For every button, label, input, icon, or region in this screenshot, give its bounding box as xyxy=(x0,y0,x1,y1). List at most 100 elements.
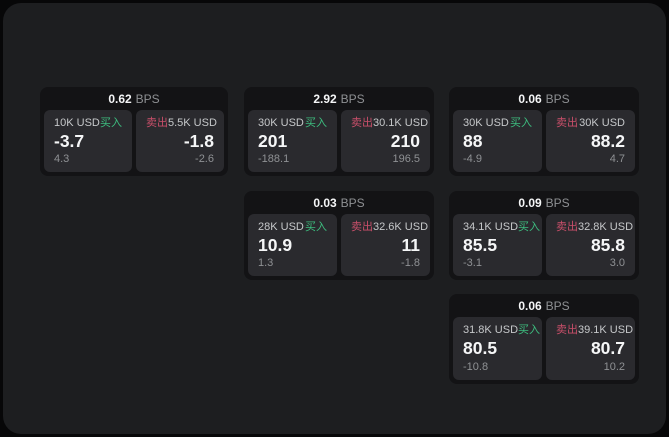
sell-change: 10.2 xyxy=(603,361,625,373)
bps-card: 0.03 BPS 28K USD 买入 10.9 1.3 卖出 32.6K US… xyxy=(244,191,434,280)
buy-label: 买入 xyxy=(100,117,122,129)
card-header: 0.03 BPS xyxy=(244,191,434,214)
buy-panel[interactable]: 10K USD 买入 -3.7 4.3 xyxy=(44,110,132,172)
sell-price: -1.8 xyxy=(183,130,214,151)
sell-amount: 32.6K USD xyxy=(373,221,429,233)
sell-panel-top: 卖出 39.1K USD xyxy=(556,324,633,336)
card-header: 0.62 BPS xyxy=(40,87,228,110)
card-body: 34.1K USD 买入 85.5 -3.1 卖出 32.8K USD 85.8… xyxy=(449,214,639,280)
bps-unit-label: BPS xyxy=(135,91,160,106)
sell-price: 210 xyxy=(390,130,420,151)
bps-card: 0.09 BPS 34.1K USD 买入 85.5 -3.1 卖出 32.8K… xyxy=(449,191,639,280)
sell-panel[interactable]: 卖出 30K USD 88.2 4.7 xyxy=(546,110,635,172)
buy-change: 4.3 xyxy=(54,153,70,165)
buy-amount: 30K USD xyxy=(258,117,304,129)
bps-unit-label: BPS xyxy=(545,298,570,313)
sell-change: -2.6 xyxy=(195,153,214,165)
bps-unit-label: BPS xyxy=(545,195,570,210)
sell-panel-top: 卖出 32.6K USD xyxy=(351,221,428,233)
buy-amount: 10K USD xyxy=(54,117,100,129)
sell-label: 卖出 xyxy=(146,117,168,129)
buy-panel-top: 28K USD 买入 xyxy=(258,222,327,233)
buy-amount: 31.8K USD xyxy=(463,324,519,336)
sell-amount: 30K USD xyxy=(579,117,625,129)
buy-price: 85.5 xyxy=(463,234,498,255)
sell-panel[interactable]: 卖出 30.1K USD 210 196.5 xyxy=(341,110,430,172)
card-body: 30K USD 买入 201 -188.1 卖出 30.1K USD 210 1… xyxy=(244,110,434,176)
bps-card: 0.06 BPS 31.8K USD 买入 80.5 -10.8 卖出 39.1… xyxy=(449,294,639,384)
buy-amount: 30K USD xyxy=(463,117,509,129)
sell-amount: 39.1K USD xyxy=(578,324,634,336)
buy-price: 80.5 xyxy=(463,338,498,359)
card-body: 28K USD 买入 10.9 1.3 卖出 32.6K USD 11 -1.8 xyxy=(244,214,434,280)
sell-label: 卖出 xyxy=(556,117,578,129)
buy-label: 买入 xyxy=(518,324,541,336)
sell-panel[interactable]: 卖出 32.8K USD 85.8 3.0 xyxy=(546,214,635,276)
card-header: 0.06 BPS xyxy=(449,87,639,110)
buy-panel-top: 31.8K USD 买入 xyxy=(463,324,540,336)
bps-card: 2.92 BPS 30K USD 买入 201 -188.1 卖出 30.1K … xyxy=(244,87,434,176)
sell-price: 88.2 xyxy=(590,130,625,151)
buy-price: 88 xyxy=(463,130,483,151)
buy-panel[interactable]: 30K USD 买入 201 -188.1 xyxy=(248,110,337,172)
bps-value: 0.09 xyxy=(518,195,542,210)
buy-label: 买入 xyxy=(305,221,327,233)
sell-panel[interactable]: 卖出 32.6K USD 11 -1.8 xyxy=(341,214,430,276)
buy-panel-top: 34.1K USD 买入 xyxy=(463,221,540,233)
sell-amount: 30.1K USD xyxy=(373,117,429,129)
buy-label: 买入 xyxy=(305,117,327,129)
buy-amount: 34.1K USD xyxy=(463,221,519,233)
bps-value: 2.92 xyxy=(313,91,337,106)
sell-label: 卖出 xyxy=(351,117,373,129)
buy-amount: 28K USD xyxy=(258,221,304,233)
sell-price: 80.7 xyxy=(590,338,625,359)
bps-value: 0.06 xyxy=(518,91,542,106)
bps-value: 0.03 xyxy=(313,195,337,210)
buy-change: -4.9 xyxy=(463,153,482,165)
bps-unit-label: BPS xyxy=(340,91,365,106)
sell-panel-top: 卖出 32.8K USD xyxy=(556,221,633,233)
bps-value: 0.06 xyxy=(518,298,542,313)
buy-price: 10.9 xyxy=(258,234,293,255)
app-panel: 0.62 BPS 10K USD 买入 -3.7 4.3 卖出 5.5K USD… xyxy=(3,3,666,434)
bps-unit-label: BPS xyxy=(340,195,365,210)
sell-amount: 5.5K USD xyxy=(168,117,217,129)
sell-label: 卖出 xyxy=(556,324,578,336)
sell-panel-top: 卖出 5.5K USD xyxy=(146,117,217,129)
sell-change: 4.7 xyxy=(609,153,625,165)
sell-panel[interactable]: 卖出 5.5K USD -1.8 -2.6 xyxy=(136,110,224,172)
buy-price: 201 xyxy=(258,130,288,151)
card-header: 2.92 BPS xyxy=(244,87,434,110)
buy-change: -188.1 xyxy=(258,153,290,165)
bps-card: 0.62 BPS 10K USD 买入 -3.7 4.3 卖出 5.5K USD… xyxy=(40,87,228,176)
sell-change: -1.8 xyxy=(401,257,420,269)
sell-label: 卖出 xyxy=(351,221,373,233)
card-body: 10K USD 买入 -3.7 4.3 卖出 5.5K USD -1.8 -2.… xyxy=(40,110,228,176)
buy-panel[interactable]: 31.8K USD 买入 80.5 -10.8 xyxy=(453,317,542,380)
card-body: 30K USD 买入 88 -4.9 卖出 30K USD 88.2 4.7 xyxy=(449,110,639,176)
buy-panel[interactable]: 28K USD 买入 10.9 1.3 xyxy=(248,214,337,276)
buy-label: 买入 xyxy=(510,117,532,129)
buy-change: -10.8 xyxy=(463,361,489,373)
buy-label: 买入 xyxy=(518,221,541,233)
card-body: 31.8K USD 买入 80.5 -10.8 卖出 39.1K USD 80.… xyxy=(449,317,639,384)
card-header: 0.09 BPS xyxy=(449,191,639,214)
sell-price: 85.8 xyxy=(590,234,625,255)
buy-panel-top: 10K USD 买入 xyxy=(54,118,122,129)
buy-panel-top: 30K USD 买入 xyxy=(463,118,532,129)
sell-panel-top: 卖出 30K USD xyxy=(556,118,625,129)
sell-amount: 32.8K USD xyxy=(578,221,634,233)
bps-card: 0.06 BPS 30K USD 买入 88 -4.9 卖出 30K USD 8… xyxy=(449,87,639,176)
sell-panel-top: 卖出 30.1K USD xyxy=(351,117,428,129)
sell-panel[interactable]: 卖出 39.1K USD 80.7 10.2 xyxy=(546,317,635,380)
buy-panel[interactable]: 30K USD 买入 88 -4.9 xyxy=(453,110,542,172)
sell-change: 3.0 xyxy=(609,257,625,269)
bps-unit-label: BPS xyxy=(545,91,570,106)
bps-value: 0.62 xyxy=(108,91,132,106)
buy-panel[interactable]: 34.1K USD 买入 85.5 -3.1 xyxy=(453,214,542,276)
buy-panel-top: 30K USD 买入 xyxy=(258,118,327,129)
sell-change: 196.5 xyxy=(392,153,420,165)
buy-change: -3.1 xyxy=(463,257,482,269)
buy-price: -3.7 xyxy=(54,130,85,151)
sell-label: 卖出 xyxy=(556,221,578,233)
